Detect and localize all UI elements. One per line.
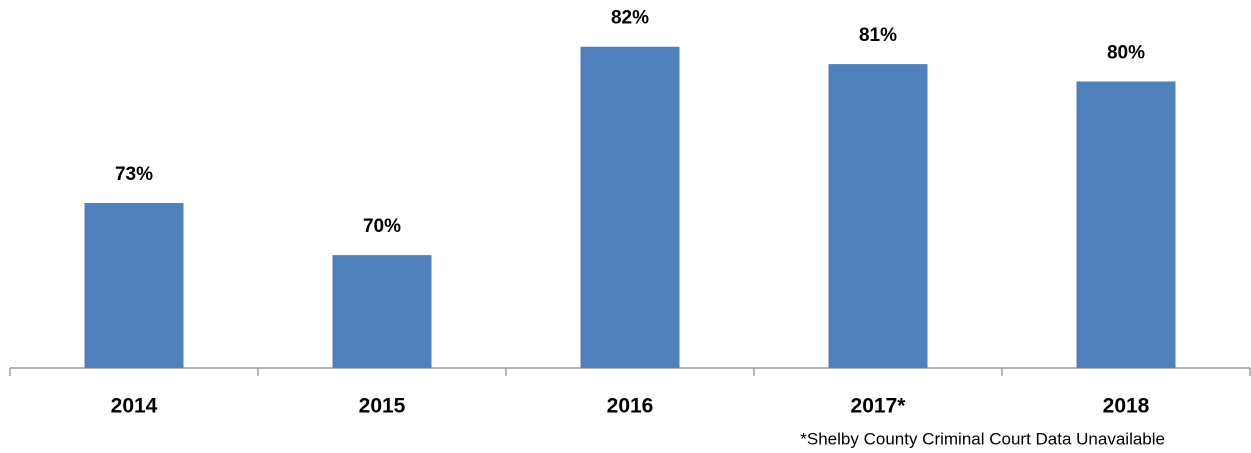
data-label: 82% — [611, 8, 649, 29]
bar — [84, 203, 184, 368]
data-label: 81% — [859, 25, 897, 46]
x-tick-label: 2018 — [1103, 395, 1150, 418]
data-label: 80% — [1107, 42, 1145, 63]
data-label: 70% — [363, 216, 401, 237]
x-tick-label: 2016 — [607, 395, 654, 418]
bar — [580, 46, 680, 368]
bar — [1076, 81, 1176, 369]
x-tick-label: 2014 — [111, 395, 158, 418]
bar — [828, 64, 928, 368]
x-tick-label: 2017* — [851, 395, 907, 418]
annotation: *Shelby County Criminal Court Data Unava… — [800, 429, 1165, 448]
data-label: 73% — [115, 164, 153, 185]
bar — [332, 255, 432, 368]
x-tick-label: 2015 — [359, 395, 406, 418]
